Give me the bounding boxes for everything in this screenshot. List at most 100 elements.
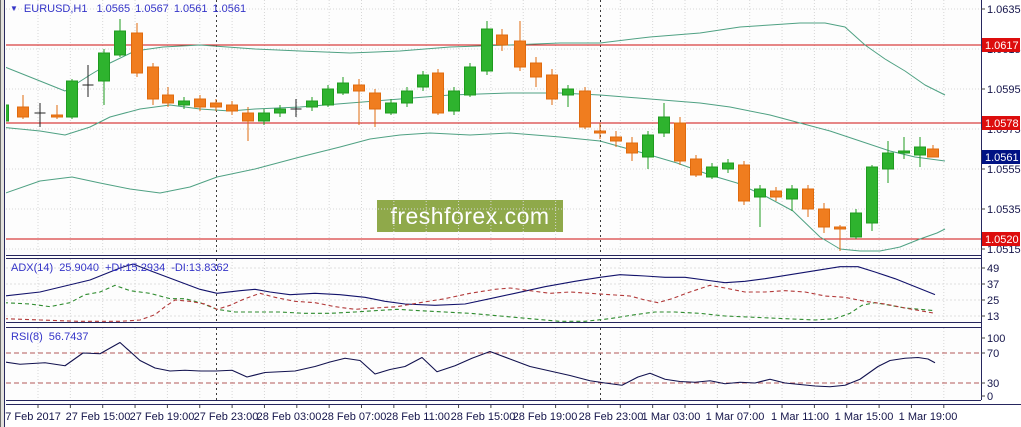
- svg-text:1.0535: 1.0535: [987, 204, 1021, 216]
- svg-text:30: 30: [987, 378, 999, 390]
- candle: [786, 185, 798, 211]
- svg-text:28 Feb 11:00: 28 Feb 11:00: [386, 411, 450, 423]
- time-axis[interactable]: 27 Feb 2017 27 Feb 15:00 27 Feb 19:00 27 Fe…: [0, 404, 1021, 427]
- time-axis-area[interactable]: [6, 404, 1021, 427]
- adx-indicator-label: ADX(14) 25.9040 +DI:15.2934 -DI:13.8362: [11, 262, 235, 274]
- candle: [417, 71, 429, 91]
- day-separators: [216, 0, 601, 400]
- svg-text:0: 0: [987, 391, 993, 403]
- candle: [642, 131, 654, 169]
- candle: [131, 23, 143, 77]
- candle: [674, 117, 686, 165]
- plot-areas[interactable]: [6, 0, 981, 256]
- svg-text:1.0555: 1.0555: [987, 164, 1021, 176]
- chart-header: ▼ EURUSD,H1 1.0565 1.0567 1.0561 1.0561: [10, 3, 251, 15]
- candle: [579, 87, 591, 129]
- rsi-value: 56.7437: [48, 331, 89, 343]
- candle: [802, 185, 814, 217]
- svg-text:70: 70: [987, 348, 999, 360]
- svg-text:37: 37: [987, 279, 999, 291]
- candle: [242, 107, 254, 141]
- svg-text:49: 49: [987, 263, 999, 275]
- candle: [448, 87, 460, 115]
- adx-lines: [6, 263, 936, 322]
- candle: [770, 187, 782, 201]
- candle: [722, 159, 734, 173]
- price-axis[interactable]: 1.06351.06151.05951.05751.05551.05351.05…: [981, 0, 1021, 404]
- candle: [353, 79, 365, 125]
- candle: [690, 155, 702, 177]
- svg-text:1 Mar 03:00: 1 Mar 03:00: [642, 411, 701, 423]
- candle: [162, 87, 174, 107]
- svg-text:100: 100: [987, 333, 1005, 345]
- svg-text:1.0635: 1.0635: [987, 4, 1021, 16]
- candle: [322, 85, 334, 107]
- svg-text:27 Feb 23:00: 27 Feb 23:00: [194, 411, 259, 423]
- candle: [210, 99, 222, 111]
- candle: [546, 69, 558, 105]
- candle: [927, 145, 939, 158]
- price-level-badge: 1.0520: [982, 232, 1020, 246]
- adx-plus-di: +DI:15.2934: [104, 262, 166, 274]
- candle: [530, 57, 542, 87]
- candle: [818, 203, 830, 233]
- current-price-badge: 1.0561: [982, 150, 1020, 164]
- candle: [626, 137, 638, 161]
- symbol-dropdown-icon[interactable]: ▼: [10, 4, 18, 13]
- candle: [610, 131, 622, 147]
- candle: [226, 101, 238, 115]
- main-plot-area[interactable]: [6, 0, 981, 256]
- svg-text:1.0595: 1.0595: [987, 84, 1021, 96]
- candle: [82, 65, 94, 97]
- candle: [898, 137, 910, 159]
- watermark-text: freshforex.com: [390, 203, 549, 230]
- adx-minus-di: -DI:13.8362: [171, 262, 229, 274]
- ohlc-open: 1.0565: [96, 3, 131, 15]
- candle: [66, 79, 78, 119]
- svg-text:28 Feb 23:00: 28 Feb 23:00: [579, 411, 644, 423]
- candle: [337, 77, 349, 95]
- candle: [496, 29, 508, 51]
- price-level-lines: [6, 44, 981, 240]
- rsi-name: RSI(8): [11, 331, 43, 343]
- candle: [51, 105, 63, 119]
- candle: [850, 209, 862, 239]
- candle: [481, 21, 493, 75]
- candles-layer: [6, 19, 939, 251]
- svg-text:1 Mar 07:00: 1 Mar 07:00: [706, 411, 765, 423]
- candle: [114, 19, 126, 57]
- candle: [738, 161, 750, 205]
- candle: [178, 97, 190, 109]
- candle: [194, 95, 206, 111]
- svg-text:1 Mar 15:00: 1 Mar 15:00: [835, 411, 894, 423]
- candle: [658, 103, 670, 137]
- candle: [866, 165, 878, 231]
- svg-text:13: 13: [987, 311, 999, 323]
- svg-text:27 Feb 19:00: 27 Feb 19:00: [130, 411, 195, 423]
- candle: [562, 85, 574, 107]
- ohlc-high: 1.0567: [135, 3, 169, 15]
- ohlc-low: 1.0561: [173, 3, 208, 15]
- rsi-indicator-label: RSI(8) 56.7437: [11, 331, 95, 343]
- candle: [464, 63, 476, 97]
- candle: [290, 99, 302, 117]
- candle: [6, 104, 9, 122]
- candle: [385, 99, 397, 115]
- svg-text:28 Feb 15:00: 28 Feb 15:00: [451, 411, 516, 423]
- svg-text:1 Mar 11:00: 1 Mar 11:00: [771, 411, 829, 423]
- candle: [834, 225, 846, 251]
- svg-text:1.0578: 1.0578: [985, 118, 1019, 130]
- svg-text:1.0520: 1.0520: [985, 234, 1019, 246]
- rsi-lines: [6, 341, 981, 388]
- svg-text:27 Feb 2017: 27 Feb 2017: [0, 411, 61, 423]
- adx-value: 25.9040: [59, 262, 99, 274]
- symbol-timeframe: EURUSD,H1: [23, 3, 88, 15]
- candle: [147, 63, 159, 105]
- candle: [432, 69, 444, 115]
- adx-name: ADX(14): [11, 262, 54, 274]
- candle: [17, 95, 29, 119]
- candle: [882, 141, 894, 183]
- svg-text:25: 25: [987, 295, 999, 307]
